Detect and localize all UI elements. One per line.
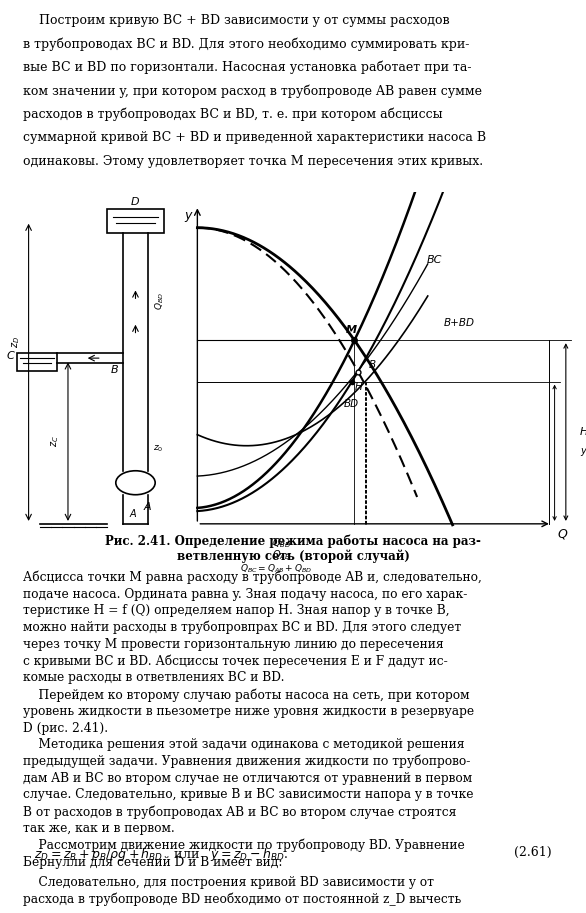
Text: y: y (185, 209, 192, 222)
Text: (2.61): (2.61) (514, 845, 552, 858)
Text: Рис. 2.41. Определение режима работы насоса на раз-
ветвленную сеть (второй случ: Рис. 2.41. Определение режима работы нас… (105, 534, 481, 563)
Text: A: A (130, 509, 136, 519)
Bar (18, 352, 57, 372)
Text: $z_D = z_B + p_B/\rho g + h_{BD}$   или   $y = z_D - h_{BD}$.: $z_D = z_B + p_B/\rho g + h_{BD}$ или $y… (34, 845, 288, 863)
Text: расходов в трубопроводах BC и BD, т. е. при котором абсциссы: расходов в трубопроводах BC и BD, т. е. … (23, 108, 443, 121)
Text: H: H (580, 427, 586, 437)
Text: Построим кривую BC + BD зависимости y от суммы расходов: Построим кривую BC + BD зависимости y от… (23, 14, 450, 26)
Text: $Q_{BD}$: $Q_{BD}$ (154, 292, 166, 310)
Text: A: A (144, 502, 152, 512)
Text: BD: BD (344, 399, 359, 409)
Text: $z_D$: $z_D$ (11, 336, 22, 348)
Text: ком значении y, при котором расход в трубопроводе AB равен сумме: ком значении y, при котором расход в тру… (23, 84, 482, 98)
Text: B: B (111, 365, 118, 375)
Text: Следовательно, для построения кривой BD зависимости y от
расхода в трубопроводе : Следовательно, для построения кривой BD … (23, 876, 462, 906)
Text: Q: Q (557, 528, 567, 540)
Text: $y_p$: $y_p$ (580, 446, 586, 459)
Text: $Q_{AB}$: $Q_{AB}$ (272, 548, 291, 561)
Text: D: D (131, 197, 140, 207)
Text: $Q_{BC}=Q_{AB}+Q_{BD}$: $Q_{BC}=Q_{AB}+Q_{BD}$ (240, 562, 312, 575)
Text: вые BC и BD по горизонтали. Насосная установка работает при та-: вые BC и BD по горизонтали. Насосная уст… (23, 61, 472, 74)
Text: $z_0$: $z_0$ (154, 443, 164, 454)
Text: H: H (355, 383, 363, 393)
Text: $Q_{BD}$: $Q_{BD}$ (271, 536, 291, 550)
Text: BC: BC (426, 255, 442, 265)
Text: B: B (369, 360, 376, 370)
Text: одинаковы. Этому удовлетворяет точка M пересечения этих кривых.: одинаковы. Этому удовлетворяет точка M п… (23, 155, 483, 168)
Bar (107, 209, 163, 233)
Text: M: M (346, 325, 357, 335)
Text: C: C (7, 351, 15, 361)
Text: $z_C$: $z_C$ (50, 436, 62, 447)
Text: B+BD: B+BD (444, 319, 475, 329)
Text: Абсцисса точки M равна расходу в трубопроводе AB и, следовательно,
подаче насоса: Абсцисса точки M равна расходу в трубопр… (23, 571, 482, 868)
Text: в трубопроводах BC и BD. Для этого необходимо суммировать кри-: в трубопроводах BC и BD. Для этого необх… (23, 37, 470, 51)
Text: суммарной кривой BC + BD и приведенной характеристики насоса B: суммарной кривой BC + BD и приведенной х… (23, 131, 486, 144)
